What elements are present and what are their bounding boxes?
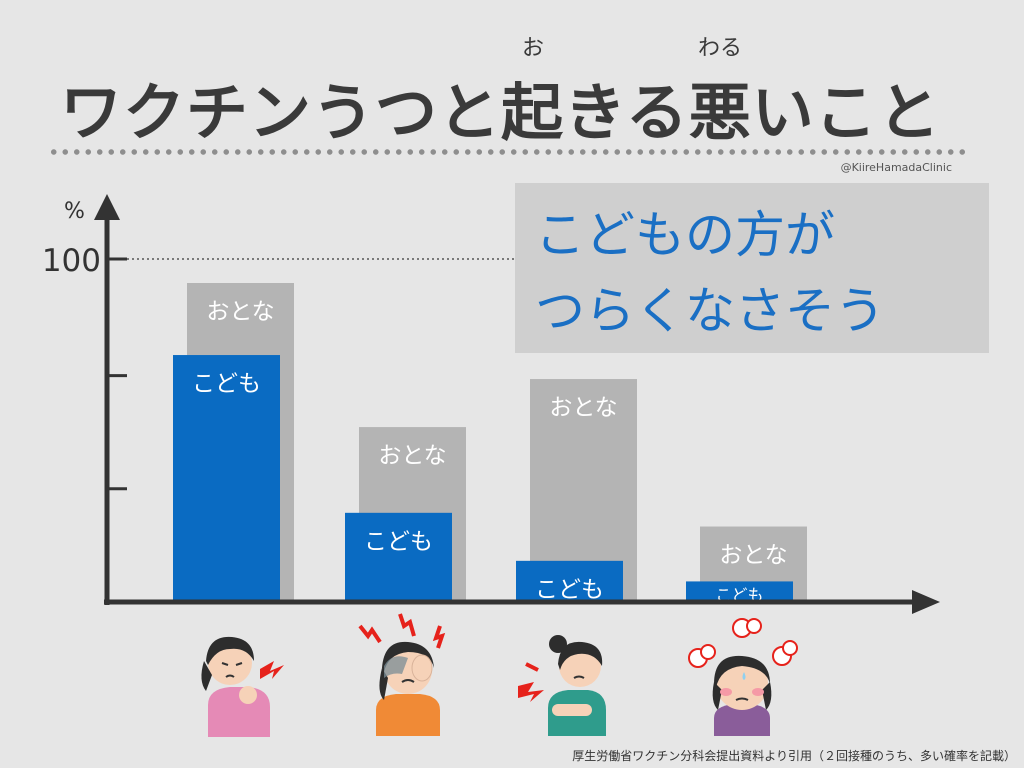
- fever-icon: [688, 618, 798, 736]
- title-ruby-oki: お: [522, 36, 545, 61]
- y-axis-arrow: [94, 194, 120, 220]
- page-title: ワクチンうつと起きる悪いこと: [60, 76, 941, 149]
- callout-line-2: つらくなさそう: [535, 282, 885, 340]
- callout-box: こどもの方が つらくなさそう: [515, 183, 989, 353]
- bar-child-3: [516, 560, 623, 602]
- y-axis-label: %: [64, 199, 85, 224]
- dotted-divider: [48, 149, 968, 155]
- bar-adult-label-2: おとな: [378, 443, 446, 469]
- headache-icon: [358, 613, 446, 736]
- bar-child-label-3: こども: [535, 577, 604, 603]
- source-note: 厚生労働省ワクチン分科会提出資料より引用（２回接種のうち、多い確率を記載）: [572, 749, 1016, 763]
- bar-adult-label-4: おとな: [719, 543, 787, 569]
- bar-adult-label-1: おとな: [206, 299, 274, 325]
- y-tick-label-1: 100: [42, 243, 101, 279]
- shoulder-pain-icon: [201, 636, 284, 737]
- credit-text: @KiireHamadaClinic: [840, 161, 952, 174]
- title-block: お わる ワクチンうつと起きる悪いこと: [60, 28, 960, 149]
- body-ache-icon: [518, 635, 606, 736]
- callout-line-1: こどもの方が: [535, 206, 835, 264]
- bar-adult-label-3: おとな: [549, 395, 617, 421]
- bar-child-1: [173, 355, 280, 602]
- bar-child-label-2: こども: [364, 529, 433, 555]
- bar-child-2: [345, 512, 452, 602]
- x-axis-arrow: [912, 590, 940, 614]
- bar-child-4: [686, 581, 793, 602]
- bar-child-label-1: こども: [192, 371, 261, 397]
- title-ruby-waru: わる: [698, 36, 743, 61]
